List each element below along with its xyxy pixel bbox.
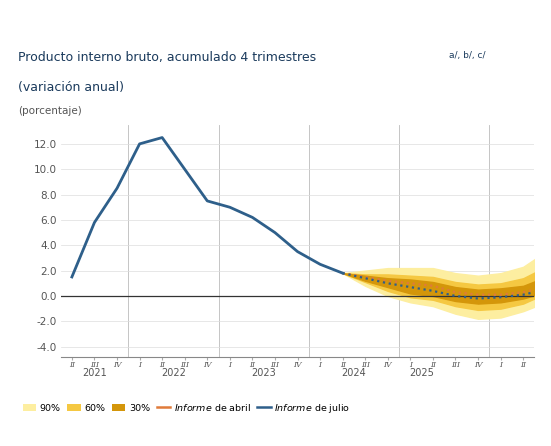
Text: 2025: 2025 — [409, 368, 434, 378]
Text: (variación anual): (variación anual) — [18, 81, 124, 94]
Text: (porcentaje): (porcentaje) — [18, 106, 82, 116]
Legend: 90%, 60%, 30%, $\it{Informe}$ de abril, $\it{Informe}$ de julio: 90%, 60%, 30%, $\it{Informe}$ de abril, … — [23, 402, 350, 415]
Text: 2021: 2021 — [82, 368, 107, 378]
Text: Producto interno bruto, acumulado 4 trimestres: Producto interno bruto, acumulado 4 trim… — [18, 51, 316, 64]
Text: 2024: 2024 — [342, 368, 366, 378]
Text: 2022: 2022 — [161, 368, 186, 378]
Text: a/, b/, c/: a/, b/, c/ — [449, 51, 485, 60]
Text: 2023: 2023 — [251, 368, 276, 378]
